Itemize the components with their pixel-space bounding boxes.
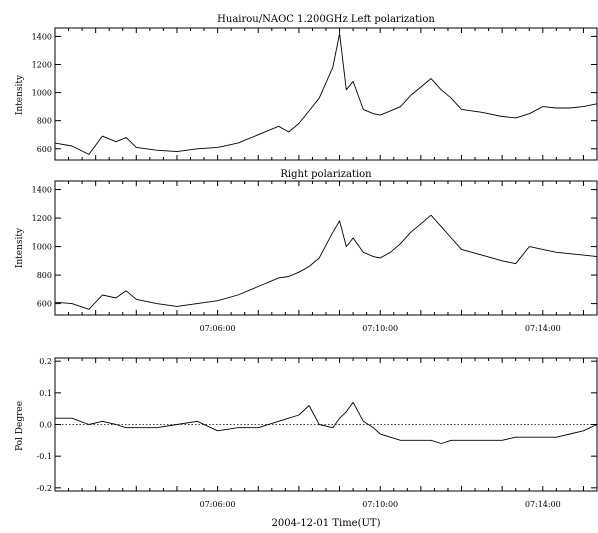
panel-2-series-line	[54, 214, 598, 310]
y-tick-label: 1200	[32, 214, 52, 223]
y-tick-label: 1400	[32, 186, 52, 195]
panel-2-ylabel: Intensity	[15, 227, 25, 268]
x-tick-label: 07:10:00	[362, 500, 398, 509]
y-tick-label: 0.2	[39, 357, 52, 366]
y-tick-label: 1000	[32, 243, 52, 252]
x-tick-label: 07:10:00	[362, 324, 398, 333]
x-tick-label: 07:14:00	[525, 324, 561, 333]
panel-2-title: Right polarization	[280, 169, 372, 180]
x-tick-label: 07:06:00	[200, 324, 236, 333]
y-tick-label: 600	[37, 145, 52, 154]
panel-3-ylabel: Pol Degree	[15, 401, 25, 451]
y-tick-label: 1200	[32, 61, 52, 70]
y-tick-label: 0.0	[39, 421, 52, 430]
panel-left-polarization: 600 800 1000 1200 1400	[32, 27, 598, 161]
x-tick-label: 07:06:00	[200, 500, 236, 509]
y-tick-label: 1400	[32, 32, 52, 41]
panel-1-ylabel: Intensity	[15, 74, 25, 115]
panel-pol-degree: 07:06:00 07:10:00 07:14:00 -0.2 -0.1 0.0 0.1 0.…	[37, 357, 598, 509]
y-tick-label: 800	[37, 117, 52, 126]
y-tick-label: -0.2	[37, 484, 52, 493]
panel-right-polarization: 07:06:00 07:10:00 07:14:00 600 800 1000 1200 14…	[32, 180, 598, 333]
y-tick-label: 1000	[32, 89, 52, 98]
y-tick-label: 0.1	[39, 389, 52, 398]
figure-xlabel: 2004-12-01 Time(UT)	[271, 518, 380, 529]
y-tick-label: 600	[37, 300, 52, 309]
y-tick-label: -0.1	[37, 452, 52, 461]
y-tick-label: 800	[37, 271, 52, 280]
x-tick-label: 07:14:00	[525, 500, 561, 509]
panel-1-series-line	[54, 33, 598, 155]
panel-3-series-line	[55, 401, 598, 444]
figure-title: Huairou/NAOC 1.200GHz Left polarization	[217, 14, 435, 25]
